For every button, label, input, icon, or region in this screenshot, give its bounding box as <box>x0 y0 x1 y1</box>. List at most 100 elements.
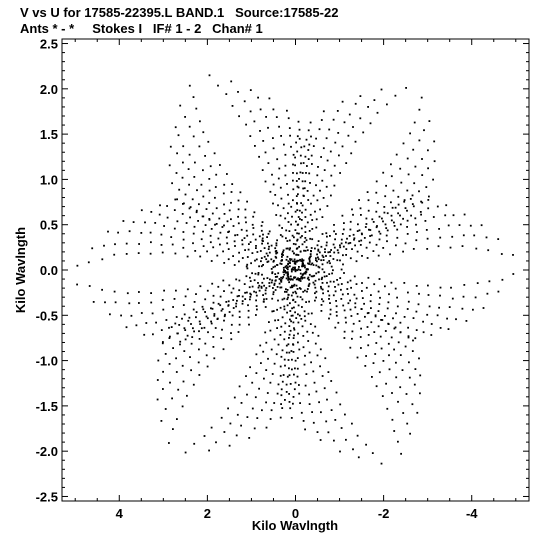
uv-point <box>171 397 173 400</box>
uv-point <box>367 312 370 314</box>
uv-point <box>107 230 109 233</box>
uv-point <box>295 317 298 319</box>
uv-point <box>358 199 360 201</box>
uv-point <box>246 291 248 294</box>
uv-point <box>328 317 330 320</box>
uv-point <box>304 237 307 239</box>
uv-point <box>251 223 254 226</box>
uv-point <box>281 298 284 301</box>
uv-point <box>439 286 442 289</box>
uv-point <box>182 231 185 233</box>
uv-point <box>285 267 288 270</box>
uv-point <box>304 155 307 158</box>
uv-point <box>391 418 394 421</box>
uv-point <box>294 381 297 384</box>
uv-point <box>301 211 303 214</box>
uv-point <box>281 316 284 319</box>
uv-point <box>263 377 265 380</box>
uv-point <box>302 259 305 262</box>
uv-point <box>297 277 299 280</box>
uv-point <box>349 220 352 223</box>
y-tick-label: -2.5 <box>36 489 58 504</box>
uv-point <box>258 155 260 158</box>
uv-point <box>294 290 297 293</box>
uv-point <box>293 277 295 279</box>
uv-point <box>208 189 211 192</box>
uv-point <box>301 325 304 328</box>
uv-point <box>317 248 320 251</box>
uv-point <box>194 161 196 164</box>
uv-point <box>302 194 305 197</box>
uv-point <box>258 387 260 390</box>
uv-point <box>274 255 277 258</box>
uv-point <box>287 117 290 120</box>
y-tick-label: 2.0 <box>40 82 58 97</box>
uv-point <box>232 225 235 227</box>
uv-point <box>407 336 410 339</box>
uv-point <box>274 273 277 275</box>
uv-point <box>296 135 299 138</box>
uv-point <box>192 327 194 330</box>
uv-point <box>292 351 295 353</box>
uv-point <box>397 212 399 215</box>
uv-point <box>298 232 300 235</box>
uv-point <box>300 202 302 204</box>
uv-point <box>195 209 198 212</box>
uv-point <box>290 258 293 261</box>
uv-point <box>304 216 307 218</box>
uv-point <box>280 276 282 279</box>
uv-point <box>254 396 257 399</box>
uv-point <box>168 337 171 339</box>
uv-point <box>339 246 342 249</box>
uv-point <box>273 402 276 404</box>
uv-point <box>321 263 324 266</box>
uv-point <box>179 104 182 107</box>
uv-point <box>311 238 314 241</box>
uv-point <box>413 383 416 386</box>
uv-point <box>193 330 195 333</box>
uv-point <box>265 116 267 118</box>
uv-point <box>285 247 288 250</box>
uv-point <box>198 320 201 323</box>
uv-point <box>307 285 310 287</box>
uv-point <box>312 275 314 278</box>
uv-point <box>321 375 324 377</box>
uv-point <box>299 218 301 220</box>
uv-point <box>376 202 379 204</box>
uv-point <box>315 218 318 221</box>
uv-point <box>289 286 292 289</box>
uv-point <box>414 165 417 168</box>
uv-point <box>323 169 326 171</box>
uv-point <box>308 278 310 281</box>
uv-point <box>305 301 307 303</box>
uv-point <box>219 243 221 246</box>
uv-point <box>206 317 209 320</box>
uv-point <box>260 285 263 288</box>
uv-point <box>298 209 301 212</box>
uv-point <box>380 462 383 465</box>
uv-point <box>366 312 369 315</box>
uv-point <box>192 242 194 245</box>
uv-point <box>279 365 282 368</box>
uv-point <box>310 154 313 157</box>
uv-point <box>208 202 211 204</box>
uv-point <box>403 316 406 318</box>
uv-point <box>212 294 215 297</box>
uv-point <box>213 357 216 360</box>
uv-point <box>184 451 187 454</box>
uv-point <box>283 271 286 273</box>
uv-point <box>422 331 425 334</box>
uv-point <box>303 315 306 318</box>
uv-point <box>169 335 171 338</box>
uv-point <box>170 236 173 238</box>
uv-point <box>283 330 286 333</box>
uv-point <box>421 158 423 160</box>
uv-point <box>473 234 476 237</box>
uv-point <box>341 233 344 235</box>
uv-point <box>344 413 346 416</box>
uv-point <box>316 199 319 202</box>
uv-point <box>215 223 218 225</box>
uv-point <box>285 383 288 386</box>
uv-point <box>318 251 321 254</box>
uv-point <box>315 390 318 393</box>
